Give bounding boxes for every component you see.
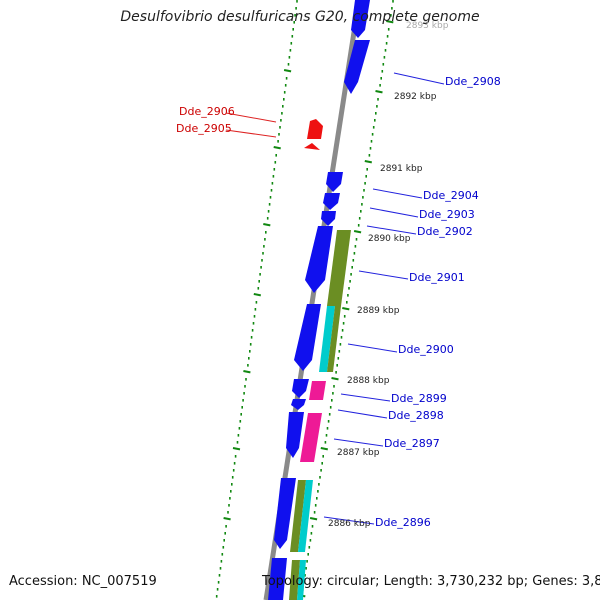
- kbp-label-2889: 2889 kbp: [357, 306, 400, 316]
- gene-cyan-block-2896[interactable]: [298, 480, 313, 552]
- gene-label-dde-2903[interactable]: Dde_2903: [419, 208, 475, 221]
- outer-ring-major-tick: [353, 230, 362, 234]
- gene-blue-dde-2899[interactable]: [292, 379, 309, 398]
- outer-ring-major-tick: [386, 20, 394, 24]
- outer-ring-major-tick: [364, 160, 372, 164]
- gene-blue-dde-2908[interactable]: [344, 40, 370, 94]
- inner-ring-major-tick: [223, 517, 231, 521]
- leader-line-dde-2898: [337, 409, 388, 419]
- gene-blue-dde-2900[interactable]: [294, 304, 321, 371]
- leader-line-dde-2905: [225, 129, 277, 138]
- leader-line-dde-2903: [369, 207, 419, 218]
- gene-blue-bottom[interactable]: [268, 558, 287, 600]
- leader-line-dde-2901: [358, 270, 409, 280]
- inner-ring-major-tick: [263, 223, 271, 227]
- topology-text: Topology: circular; Length: 3,730,232 bp…: [262, 574, 600, 589]
- leader-line-dde-2897: [333, 438, 384, 447]
- gene-label-dde-2905[interactable]: Dde_2905: [176, 122, 232, 135]
- blue-leader-lines: [323, 72, 445, 525]
- kbp-label-2892: 2892 kbp: [394, 92, 437, 102]
- leader-line-dde-2906: [225, 112, 277, 123]
- kbp-label-2886: 2886 kbp: [328, 519, 371, 529]
- gene-cyan-block-2900[interactable]: [319, 306, 335, 372]
- gene-magenta-block-2899[interactable]: [309, 381, 326, 400]
- red-leader-lines: [225, 112, 277, 138]
- inner-ring-major-tick: [243, 370, 251, 374]
- kbp-label-2888: 2888 kbp: [347, 376, 390, 386]
- leader-line-dde-2904: [372, 188, 423, 199]
- inner-ring-major-tick: [283, 69, 292, 73]
- inner-ring-major-tick: [253, 293, 261, 297]
- gene-blue-dde-2903[interactable]: [323, 193, 340, 210]
- outer-dotted-tick-ring: [298, 0, 394, 598]
- genome-title: Desulfovibrio desulfuricans G20, complet…: [120, 9, 480, 25]
- gene-label-dde-2897[interactable]: Dde_2897: [384, 437, 440, 450]
- outer-strand-genes: [289, 230, 351, 600]
- leader-line-dde-2908: [393, 72, 445, 85]
- outer-ring-major-tick: [331, 377, 339, 381]
- gene-label-dde-2898[interactable]: Dde_2898: [388, 409, 444, 422]
- outer-ring-major-tick: [309, 517, 318, 521]
- gene-blue-dde-2902[interactable]: [321, 211, 336, 226]
- gene-red-dde-2906[interactable]: [307, 119, 323, 139]
- gene-label-dde-2900[interactable]: Dde_2900: [398, 343, 454, 356]
- inner-ring-major-tick: [232, 447, 241, 451]
- leader-line-dde-2896: [323, 516, 375, 525]
- blue-strand-genes: [268, 0, 370, 600]
- kbp-label-2893: 2893 kbp: [406, 21, 449, 31]
- kbp-label-2887: 2887 kbp: [337, 448, 380, 458]
- outer-ring-major-tick: [342, 307, 350, 311]
- gene-label-dde-2901[interactable]: Dde_2901: [409, 271, 465, 284]
- gene-blue-dde-2901[interactable]: [305, 226, 333, 293]
- gene-blue-dde-2896[interactable]: [274, 478, 296, 549]
- gene-olive-block-bottom[interactable]: [289, 560, 300, 600]
- gene-blue-dde-2897[interactable]: [286, 412, 304, 458]
- outer-ring-major-tick: [320, 447, 328, 451]
- gene-label-dde-2902[interactable]: Dde_2902: [417, 225, 473, 238]
- outer-ring-major-tick: [375, 90, 383, 94]
- gene-cyan-block-bottom[interactable]: [297, 560, 306, 600]
- kbp-label-2890: 2890 kbp: [368, 234, 411, 244]
- gene-blue-dde-2898[interactable]: [291, 399, 306, 410]
- kbp-label-2891: 2891 kbp: [380, 164, 423, 174]
- inner-dotted-tick-ring: [215, 0, 298, 598]
- gene-olive-block-2901[interactable]: [327, 230, 351, 306]
- gene-label-dde-2908[interactable]: Dde_2908: [445, 75, 501, 88]
- gene-label-dde-2906[interactable]: Dde_2906: [179, 105, 235, 118]
- leader-line-dde-2899: [340, 393, 391, 402]
- gene-olive-block-2900b[interactable]: [327, 306, 341, 372]
- gene-blue-dde-2904[interactable]: [326, 172, 343, 192]
- gene-blue-top[interactable]: [351, 0, 370, 38]
- gene-olive-block-2896[interactable]: [290, 480, 306, 552]
- gene-label-dde-2896[interactable]: Dde_2896: [375, 516, 431, 529]
- gene-label-dde-2899[interactable]: Dde_2899: [391, 392, 447, 405]
- gene-label-dde-2904[interactable]: Dde_2904: [423, 189, 479, 202]
- inner-ring-major-tick: [273, 146, 281, 150]
- leader-line-dde-2902: [366, 225, 417, 235]
- red-strand-genes: [304, 119, 323, 150]
- gene-magenta-block-2897[interactable]: [300, 413, 322, 462]
- gene-red-dde-2905[interactable]: [304, 143, 320, 150]
- accession-text: Accession: NC_007519: [9, 574, 157, 589]
- leader-line-dde-2900: [347, 343, 398, 353]
